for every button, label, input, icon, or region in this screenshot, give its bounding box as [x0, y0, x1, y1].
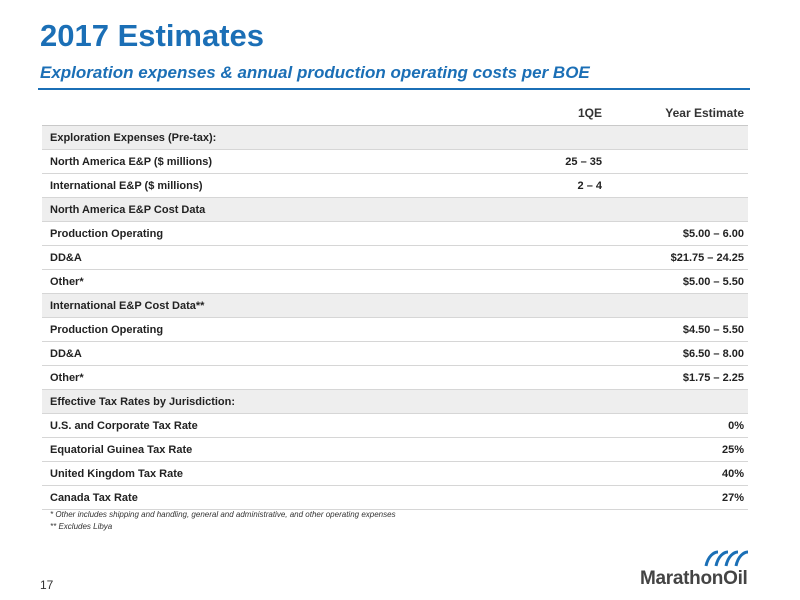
- row-year-value: $5.00 – 5.50: [682, 275, 744, 288]
- header-1qe: 1QE: [577, 105, 602, 120]
- marathon-oil-logo: MarathonOil: [640, 548, 760, 592]
- row-label: DD&A: [50, 251, 82, 264]
- row-year-value: $1.75 – 2.25: [682, 371, 744, 384]
- section-row: Exploration Expenses (Pre-tax):: [42, 126, 748, 150]
- row-label: Effective Tax Rates by Jurisdiction:: [50, 395, 236, 408]
- table-row: DD&A $6.50 – 8.00: [42, 342, 748, 366]
- section-row: Effective Tax Rates by Jurisdiction:: [42, 390, 748, 414]
- row-year-value: 25%: [721, 443, 744, 456]
- table-row: Canada Tax Rate 27%: [42, 486, 748, 510]
- section-row: International E&P Cost Data**: [42, 294, 748, 318]
- table-header-row: 1QE Year Estimate: [42, 100, 748, 126]
- header-year-estimate: Year Estimate: [665, 105, 744, 120]
- row-year-value: $6.50 – 8.00: [682, 347, 744, 360]
- row-label: Canada Tax Rate: [50, 491, 138, 504]
- row-label: Other*: [50, 371, 84, 384]
- footnotes: * Other includes shipping and handling, …: [50, 509, 396, 533]
- table-row: U.S. and Corporate Tax Rate 0%: [42, 414, 748, 438]
- row-label: United Kingdom Tax Rate: [50, 467, 184, 480]
- row-label: U.S. and Corporate Tax Rate: [50, 419, 198, 432]
- table-row: North America E&P ($ millions) 25 – 35: [42, 150, 748, 174]
- row-label: DD&A: [50, 347, 82, 360]
- row-year-value: $5.00 – 6.00: [682, 227, 744, 240]
- row-year-value: 40%: [721, 467, 744, 480]
- row-1qe-value: 25 – 35: [565, 155, 602, 168]
- row-year-value: $21.75 – 24.25: [670, 251, 744, 264]
- row-label: Production Operating: [50, 323, 164, 336]
- table-row: United Kingdom Tax Rate 40%: [42, 462, 748, 486]
- row-label: International E&P Cost Data**: [50, 299, 205, 312]
- page-title: 2017 Estimates: [40, 18, 265, 53]
- page-subtitle: Exploration expenses & annual production…: [40, 63, 590, 82]
- row-year-value: 27%: [721, 491, 744, 504]
- marathon-oil-wave-logo-icon: [704, 550, 749, 567]
- table-row: Production Operating $4.50 – 5.50: [42, 318, 748, 342]
- page-number: 17: [40, 578, 54, 592]
- table-row: DD&A $21.75 – 24.25: [42, 246, 748, 270]
- logo-wordmark: MarathonOil: [640, 568, 748, 589]
- row-label: Equatorial Guinea Tax Rate: [50, 443, 193, 456]
- row-label: International E&P ($ millions): [50, 179, 203, 192]
- table-row: Production Operating $5.00 – 6.00: [42, 222, 748, 246]
- section-row: North America E&P Cost Data: [42, 198, 748, 222]
- row-label: North America E&P ($ millions): [50, 155, 212, 168]
- estimates-table: 1QE Year Estimate Exploration Expenses (…: [42, 100, 748, 510]
- title-divider: [38, 88, 750, 90]
- table-row: International E&P ($ millions) 2 – 4: [42, 174, 748, 198]
- row-label: Other*: [50, 275, 84, 288]
- footnote-other: * Other includes shipping and handling, …: [50, 510, 396, 519]
- footnote-libya: ** Excludes Libya: [50, 522, 113, 531]
- row-label: Exploration Expenses (Pre-tax):: [50, 131, 217, 144]
- row-year-value: 0%: [728, 419, 744, 432]
- table-row: Other* $5.00 – 5.50: [42, 270, 748, 294]
- row-label: Production Operating: [50, 227, 164, 240]
- table-row: Other* $1.75 – 2.25: [42, 366, 748, 390]
- table-row: Equatorial Guinea Tax Rate 25%: [42, 438, 748, 462]
- table-body: Exploration Expenses (Pre-tax): North Ame…: [42, 126, 748, 510]
- row-label: North America E&P Cost Data: [50, 203, 206, 216]
- row-year-value: $4.50 – 5.50: [682, 323, 744, 336]
- row-1qe-value: 2 – 4: [577, 179, 602, 192]
